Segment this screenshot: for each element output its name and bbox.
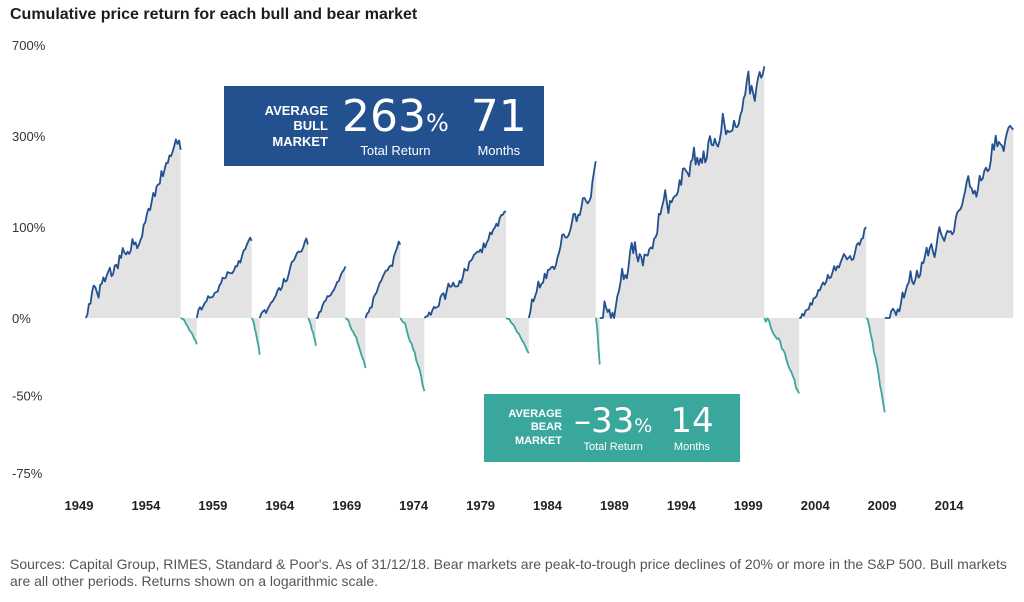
bull-market-area-10 <box>884 125 1014 318</box>
bear-months-caption: Months <box>673 440 710 453</box>
bull-market-line-1 <box>84 138 182 319</box>
bear-market-area-4 <box>345 318 366 368</box>
x-tick-label: 1979 <box>466 498 495 513</box>
x-tick-label: 1984 <box>533 498 563 513</box>
x-tick-label: 1994 <box>667 498 697 513</box>
x-tick-label: 1989 <box>600 498 629 513</box>
bear-market-line-7 <box>595 317 601 365</box>
bull-months-value: 71 <box>470 90 527 142</box>
x-tick-label: 1954 <box>131 498 161 513</box>
bull-label-line2: BULL <box>293 118 328 134</box>
x-tick-label: 1959 <box>198 498 227 513</box>
bull-label-line1: AVERAGE <box>264 102 328 118</box>
bull-market-callout: AVERAGE BULL MARKET 263% Total Return 71… <box>224 86 544 166</box>
bull-market-line-2 <box>195 236 253 319</box>
market-lines <box>84 66 1014 413</box>
bear-market-area-9 <box>866 318 885 413</box>
bear-market-line-2 <box>250 317 261 355</box>
bull-label-line3: MARKET <box>272 133 328 149</box>
x-tick-label: 1999 <box>734 498 763 513</box>
bear-market-line-1 <box>180 317 198 345</box>
bull-market-area-5 <box>365 241 401 318</box>
bull-return-figure: 263% <box>342 94 449 139</box>
bear-market-area-5 <box>400 318 425 392</box>
bear-return-unit: % <box>634 414 653 437</box>
x-tick-label: 2004 <box>801 498 831 513</box>
bull-callout-label: AVERAGE BULL MARKET <box>224 103 328 150</box>
bear-label-line1: AVERAGE <box>508 408 562 421</box>
bull-market-area-8 <box>599 66 765 318</box>
bull-market-line-9 <box>799 226 867 319</box>
bear-return-caption: Total Return <box>583 440 643 453</box>
source-note: Sources: Capital Group, RIMES, Standard … <box>10 556 1007 589</box>
chart-title: Cumulative price return for each bull an… <box>10 6 418 23</box>
y-axis-ticks: 700% 300% 100% 0% -50% -75% <box>12 38 46 481</box>
bear-market-line-3 <box>307 317 317 346</box>
bear-callout-label: AVERAGE BEAR MARKET <box>484 408 562 448</box>
bull-market-line-8 <box>599 66 766 319</box>
bear-return-block: –33% Total Return <box>574 404 652 453</box>
bull-return-block: 263% Total Return <box>342 94 449 158</box>
x-tick-label: 1969 <box>332 498 361 513</box>
bear-market-area-7 <box>595 318 600 365</box>
bull-market-line-10 <box>884 124 1014 319</box>
bear-months-value: 14 <box>670 400 714 441</box>
y-tick-label: 0% <box>12 311 31 326</box>
y-tick-label: 100% <box>12 220 46 235</box>
bear-market-line-8 <box>763 317 800 394</box>
x-tick-label: 1949 <box>65 498 94 513</box>
bear-market-area-2 <box>251 318 260 355</box>
bear-market-line-9 <box>865 317 886 413</box>
bear-market-line-5 <box>399 317 426 392</box>
bear-market-line-6 <box>505 317 530 354</box>
bear-label-line3: MARKET <box>514 434 562 447</box>
x-axis-ticks: 1949 1954 1959 1964 1969 1974 1979 1984 1989 1994… <box>65 498 965 513</box>
x-tick-label: 2009 <box>868 498 897 513</box>
bull-market-line-5 <box>364 240 402 319</box>
y-tick-label: 700% <box>12 38 46 53</box>
bull-return-value: 263 <box>342 90 426 142</box>
bear-market-callout: AVERAGE BEAR MARKET –33% Total Return 14… <box>484 394 740 462</box>
bear-return-figure: –33% <box>574 404 652 438</box>
bull-market-line-6 <box>423 210 507 319</box>
x-tick-label: 1964 <box>265 498 295 513</box>
bear-market-area-8 <box>764 318 800 394</box>
bear-months-block: 14 Months <box>670 404 713 453</box>
bull-months-block: 71 Months <box>470 90 527 158</box>
bull-months-caption: Months <box>477 142 521 158</box>
bull-market-area-3 <box>259 238 308 318</box>
y-tick-label: 300% <box>12 129 46 144</box>
bear-return-value: –33 <box>574 400 635 441</box>
bull-market-line-3 <box>258 237 309 319</box>
bear-market-area-6 <box>506 318 529 354</box>
bear-label-line2: BEAR <box>530 421 562 434</box>
bear-market-area-3 <box>307 318 316 346</box>
bull-return-caption: Total Return <box>360 142 431 158</box>
bull-market-line-7 <box>527 161 597 319</box>
x-tick-label: 2014 <box>935 498 965 513</box>
bear-market-area-1 <box>180 318 197 345</box>
bull-market-line-4 <box>315 266 347 319</box>
bull-return-unit: % <box>425 108 449 137</box>
bear-market-line-4 <box>344 317 367 369</box>
bull-market-area-1 <box>85 139 181 318</box>
x-tick-label: 1974 <box>399 498 429 513</box>
bull-market-area-6 <box>424 211 506 318</box>
y-tick-label: -50% <box>12 389 43 404</box>
y-tick-label: -75% <box>12 466 43 481</box>
chart-canvas: 700%300%100%0%-50%-75% 1949 1954 1959 1964 1… <box>12 38 1014 513</box>
